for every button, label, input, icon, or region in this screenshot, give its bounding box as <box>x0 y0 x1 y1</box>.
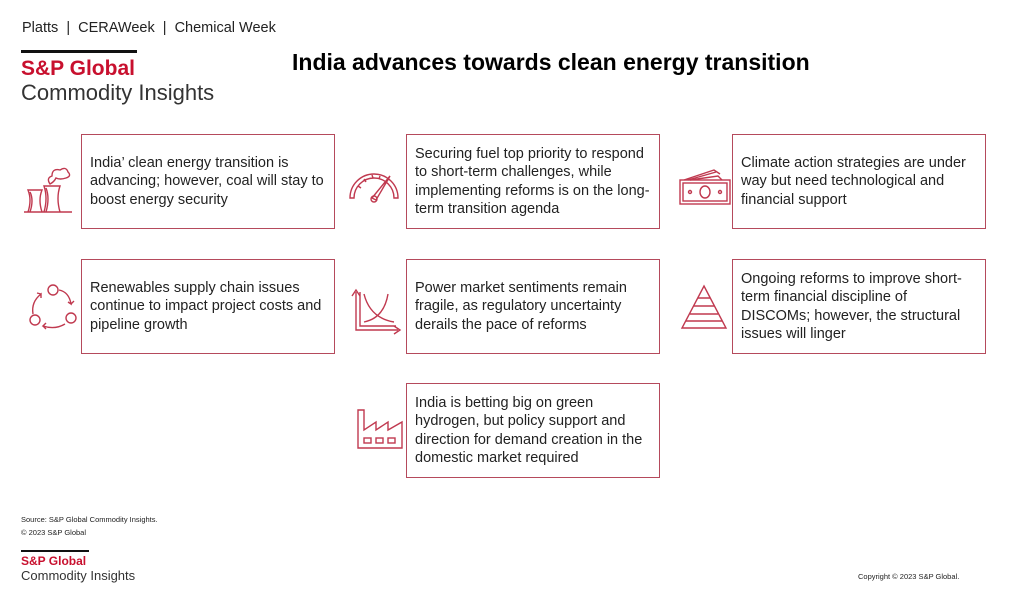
card-text: India’ clean energy transition is advanc… <box>90 154 324 208</box>
factory-icon <box>352 402 408 458</box>
money-icon <box>676 158 732 214</box>
logo-secondary: Commodity Insights <box>21 80 215 105</box>
logo-bar <box>21 50 137 53</box>
card-text: India is betting big on green hydrogen, … <box>415 394 643 467</box>
card-fuel-security: Securing fuel top priority to respond to… <box>406 134 660 229</box>
card-climate-action: Climate action strategies are under way … <box>732 134 986 229</box>
card-text: Ongoing reforms to improve short-term fi… <box>741 270 962 343</box>
pyramid-icon <box>676 280 732 336</box>
card-text: Power market sentiments remain fragile, … <box>415 279 627 333</box>
copyright-small: © 2023 S&P Global <box>21 528 87 537</box>
card-renewables-supply-chain: Renewables supply chain issues continue … <box>81 259 335 354</box>
logo-bar <box>21 550 89 552</box>
copyright: Copyright © 2023 S&P Global. <box>858 572 960 581</box>
header-logo: S&P Global Commodity Insights <box>21 50 214 106</box>
logo-primary: S&P Global <box>21 554 87 568</box>
card-text: Renewables supply chain issues continue … <box>90 279 322 333</box>
cycle-icon <box>25 280 81 336</box>
card-text: Securing fuel top priority to respond to… <box>415 145 650 218</box>
brand-list: Platts | CERAWeek | Chemical Week <box>22 20 276 36</box>
card-coal-energy-security: India’ clean energy transition is advanc… <box>81 134 335 229</box>
card-text: Climate action strategies are under way … <box>741 154 966 208</box>
card-green-hydrogen: India is betting big on green hydrogen, … <box>406 383 660 478</box>
source-note: Source: S&P Global Commodity Insights. <box>21 515 158 524</box>
footer-logo: S&P Global Commodity Insights <box>21 550 135 584</box>
logo-primary: S&P Global <box>21 57 135 80</box>
card-discom-reforms: Ongoing reforms to improve short-term fi… <box>732 259 986 354</box>
crossing-curves-chart-icon <box>350 282 406 338</box>
logo-secondary: Commodity Insights <box>21 568 136 583</box>
card-power-market: Power market sentiments remain fragile, … <box>406 259 660 354</box>
speedometer-icon <box>346 158 402 214</box>
cooling-tower-icon <box>20 160 76 216</box>
page-title: India advances towards clean energy tran… <box>292 49 810 75</box>
